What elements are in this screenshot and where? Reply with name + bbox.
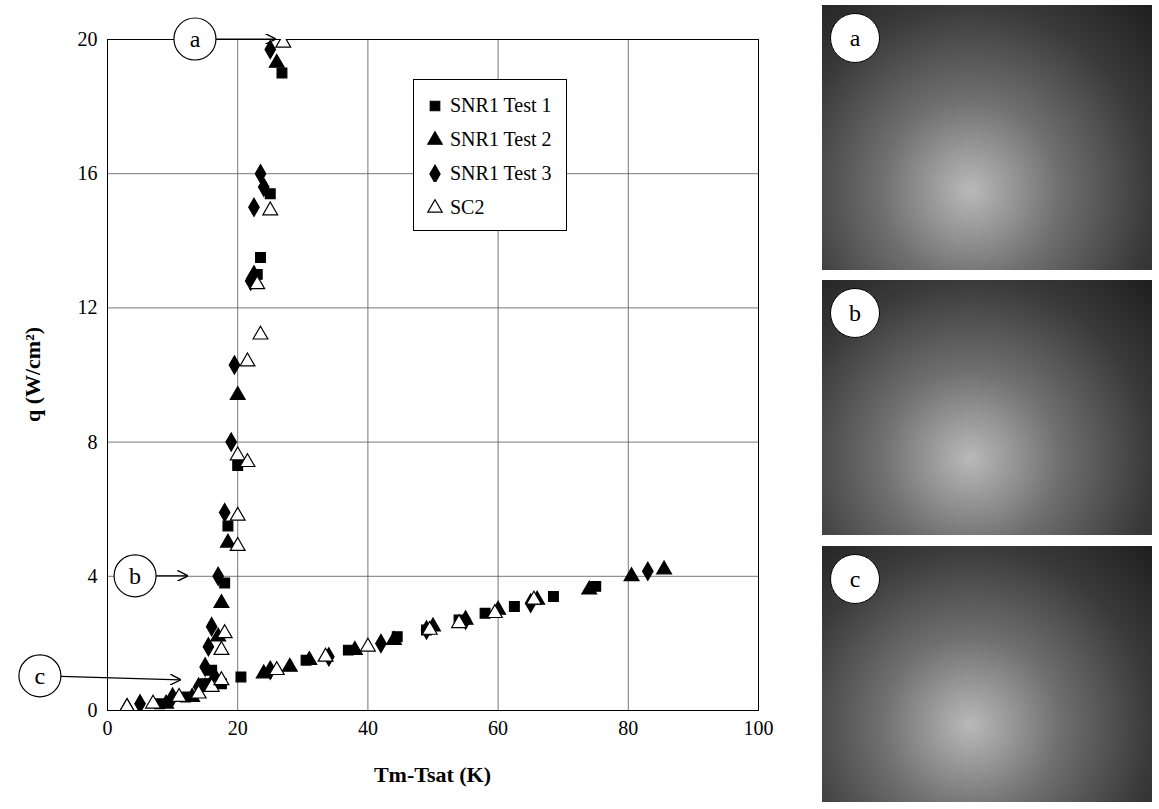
svg-text:Tm-Tsat (K): Tm-Tsat (K) bbox=[374, 762, 491, 787]
svg-text:12: 12 bbox=[78, 296, 98, 318]
svg-text:0: 0 bbox=[103, 717, 113, 739]
html-text:b: b bbox=[849, 299, 861, 326]
svg-text:q (W/cm²): q (W/cm²) bbox=[20, 327, 45, 422]
html-text:SNR1 Test 3: SNR1 Test 3 bbox=[450, 161, 552, 184]
svg-text:60: 60 bbox=[488, 717, 508, 739]
html-text:SNR1 Test 2: SNR1 Test 2 bbox=[450, 127, 552, 150]
svg-text:0: 0 bbox=[88, 699, 98, 721]
html-text:c: c bbox=[849, 565, 861, 592]
html-text:SC2: SC2 bbox=[450, 195, 485, 218]
svg-text:20: 20 bbox=[78, 28, 98, 50]
svg-text:40: 40 bbox=[358, 717, 378, 739]
svg-text:8: 8 bbox=[88, 431, 98, 453]
html-text:a: a bbox=[849, 24, 861, 51]
svg-text:20: 20 bbox=[228, 717, 248, 739]
svg-text:b: b bbox=[129, 563, 141, 589]
svg-text:a: a bbox=[190, 26, 201, 52]
svg-text:4: 4 bbox=[88, 565, 98, 587]
svg-text:80: 80 bbox=[618, 717, 638, 739]
svg-text:16: 16 bbox=[78, 162, 98, 184]
html-text:SNR1 Test 1: SNR1 Test 1 bbox=[450, 93, 552, 116]
svg-text:100: 100 bbox=[744, 717, 774, 739]
svg-text:c: c bbox=[35, 663, 46, 689]
